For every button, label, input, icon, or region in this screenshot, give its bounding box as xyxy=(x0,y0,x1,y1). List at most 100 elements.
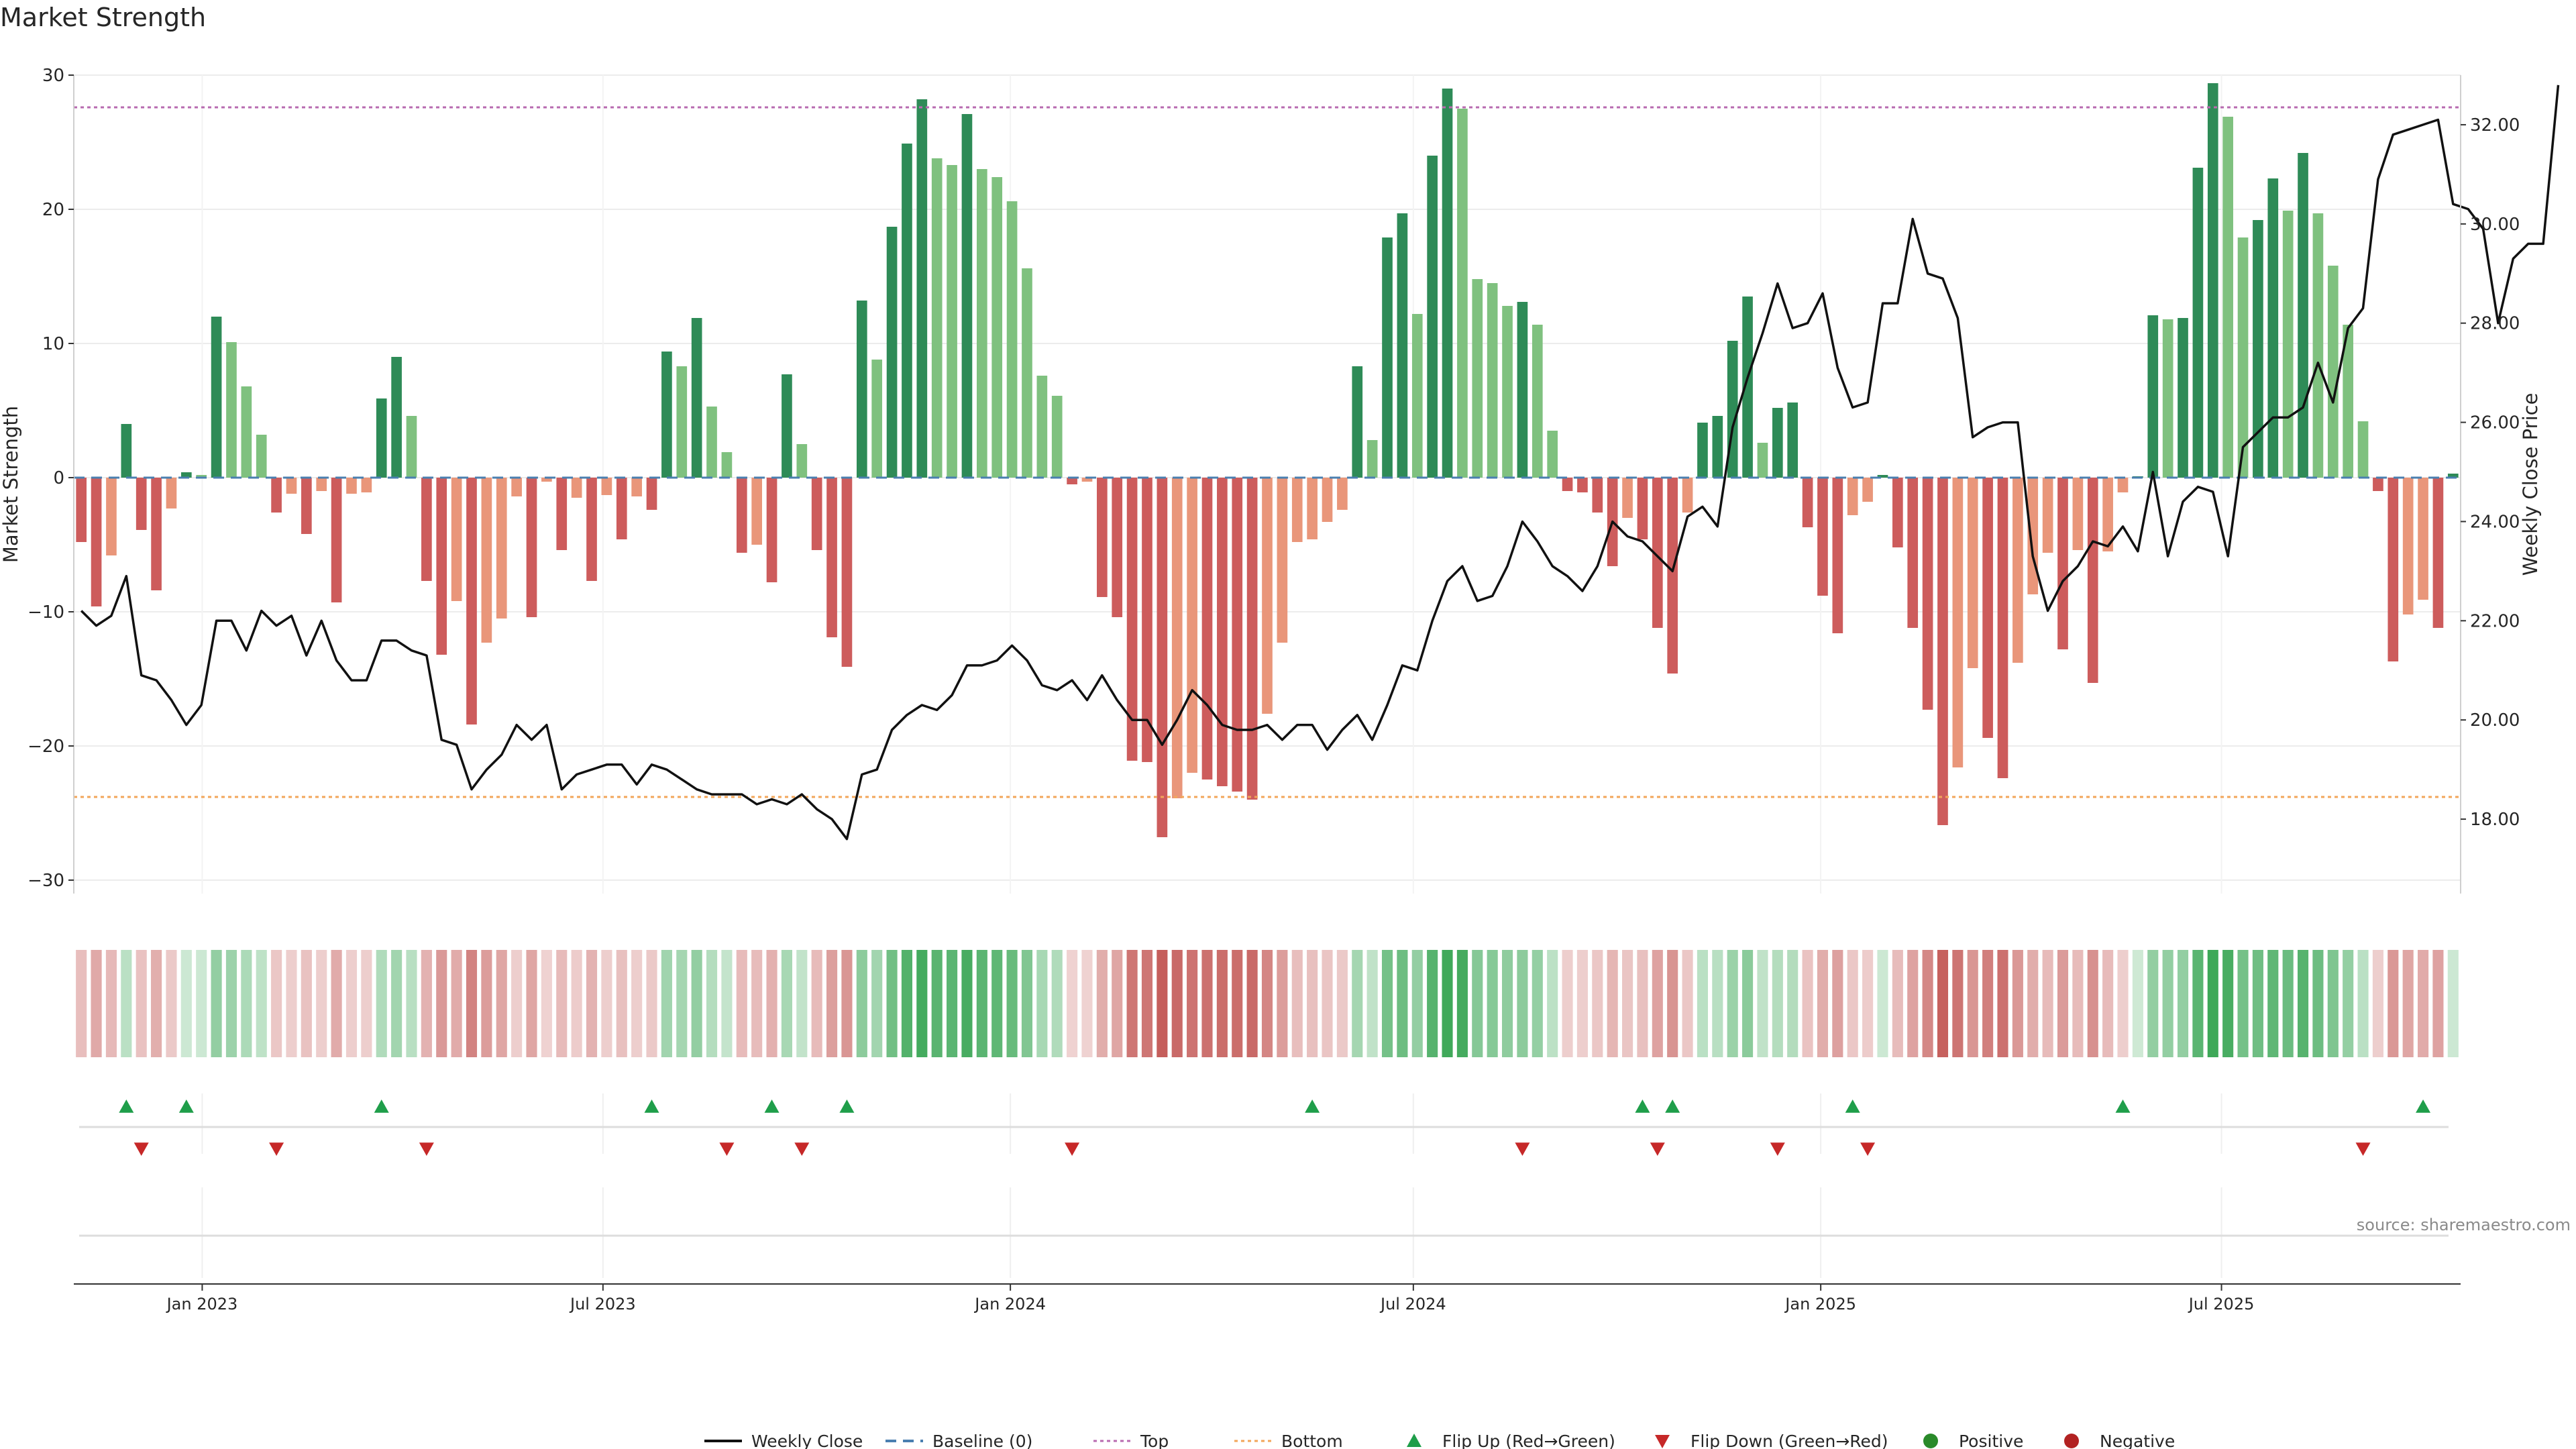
heat-cell xyxy=(2102,950,2114,1057)
strength-bar xyxy=(526,478,537,617)
y-tick-label: −10 xyxy=(28,602,64,623)
strength-bar xyxy=(151,478,162,590)
strength-bar xyxy=(706,407,717,478)
heat-cell xyxy=(661,950,672,1057)
strength-bar xyxy=(76,478,87,542)
heat-cell xyxy=(511,950,523,1057)
heat-cell xyxy=(121,950,132,1057)
strength-bar xyxy=(1907,478,1919,628)
strength-bar xyxy=(2072,478,2084,550)
heat-cell xyxy=(1171,950,1183,1057)
heat-cell xyxy=(826,950,838,1057)
strength-bar xyxy=(121,424,132,478)
strength-bar xyxy=(1036,376,1048,478)
heat-cell xyxy=(541,950,552,1057)
flip-up-marker xyxy=(764,1099,780,1113)
heat-cell xyxy=(105,950,117,1057)
strength-bar xyxy=(631,478,642,496)
heat-cell xyxy=(2312,950,2324,1057)
heat-cell xyxy=(1081,950,1093,1057)
strength-bar xyxy=(1442,89,1453,478)
strength-bar xyxy=(106,478,117,555)
heat-cell xyxy=(1637,950,1648,1057)
strength-bar xyxy=(931,158,943,478)
y-right-tick-label: 22.00 xyxy=(2470,611,2520,631)
flip-up-marker xyxy=(374,1099,389,1113)
strength-bar xyxy=(646,478,657,510)
heat-cell xyxy=(2132,950,2143,1057)
heat-cell xyxy=(2297,950,2309,1057)
strength-bar xyxy=(1352,366,1363,478)
heat-cell xyxy=(1442,950,1453,1057)
heat-cell xyxy=(1112,950,1123,1057)
heat-cell xyxy=(631,950,643,1057)
strength-bar xyxy=(1126,478,1138,761)
strength-bar xyxy=(136,478,147,530)
heat-cell xyxy=(2402,950,2414,1057)
heat-cell xyxy=(2027,950,2039,1057)
strength-bar xyxy=(2253,220,2263,478)
strength-bar xyxy=(1291,478,1303,542)
strength-bar xyxy=(2402,478,2414,614)
strength-bar xyxy=(1502,306,1513,478)
strength-bar xyxy=(1366,440,1378,478)
heat-cell xyxy=(2147,950,2159,1057)
strength-bar xyxy=(571,478,582,498)
strength-bar xyxy=(782,374,792,478)
strength-bar xyxy=(661,352,672,478)
strength-bar xyxy=(2418,478,2428,600)
heat-cell xyxy=(2357,950,2369,1057)
heat-cell xyxy=(2418,950,2429,1057)
heat-cell xyxy=(1187,950,1198,1057)
heat-cell xyxy=(1487,950,1498,1057)
strength-bar xyxy=(1487,283,1498,478)
y-tick-label: 10 xyxy=(42,334,64,354)
strength-bar xyxy=(1006,201,1018,478)
heat-cell xyxy=(466,950,478,1057)
strength-bar xyxy=(2298,153,2308,478)
heat-cell xyxy=(1862,950,1874,1057)
heat-cell xyxy=(1216,950,1228,1057)
strength-bar xyxy=(841,478,853,667)
y-tick-label: 30 xyxy=(42,66,64,86)
heat-cell xyxy=(2117,950,2129,1057)
heat-cell xyxy=(1712,950,1723,1057)
strength-bar xyxy=(1832,478,1843,633)
strength-bar xyxy=(1081,478,1093,482)
heat-cell xyxy=(1772,950,1783,1057)
strength-bar xyxy=(691,318,702,478)
strength-bar xyxy=(826,478,837,637)
strength-bar xyxy=(376,398,387,478)
strength-bar xyxy=(916,99,928,478)
heat-cell xyxy=(1967,950,1978,1057)
legend-swatch-flip-down xyxy=(1655,1435,1670,1448)
heat-cell xyxy=(136,950,147,1057)
heat-cell xyxy=(1261,950,1273,1057)
heat-cell xyxy=(811,950,822,1057)
heat-cell xyxy=(2267,950,2279,1057)
flip-down-marker xyxy=(1650,1142,1665,1156)
weekly-close-line xyxy=(80,85,2560,841)
strength-bar xyxy=(2162,319,2174,478)
heat-cell xyxy=(1051,950,1063,1057)
heat-cell xyxy=(2222,950,2234,1057)
heat-cell xyxy=(1067,950,1078,1057)
strength-bar xyxy=(991,177,1003,478)
heat-cell xyxy=(1547,950,1558,1057)
strength-bar xyxy=(1232,478,1243,792)
heat-cell xyxy=(1562,950,1573,1057)
strength-bar xyxy=(2357,421,2369,478)
strength-bar xyxy=(2237,237,2249,478)
strength-bar xyxy=(1262,478,1273,714)
heat-cell xyxy=(766,950,777,1057)
heat-cell xyxy=(691,950,702,1057)
x-tick-label: Jul 2023 xyxy=(569,1295,636,1313)
strength-bar xyxy=(1382,237,1393,478)
y-right-tick-label: 24.00 xyxy=(2470,512,2520,532)
y-right-tick-label: 30.00 xyxy=(2470,215,2520,235)
y-right-tick-label: 20.00 xyxy=(2470,710,2520,731)
heat-cell xyxy=(2432,950,2444,1057)
strength-bar xyxy=(1246,478,1258,800)
heat-cell xyxy=(2252,950,2263,1057)
strength-bar xyxy=(1532,325,1543,478)
